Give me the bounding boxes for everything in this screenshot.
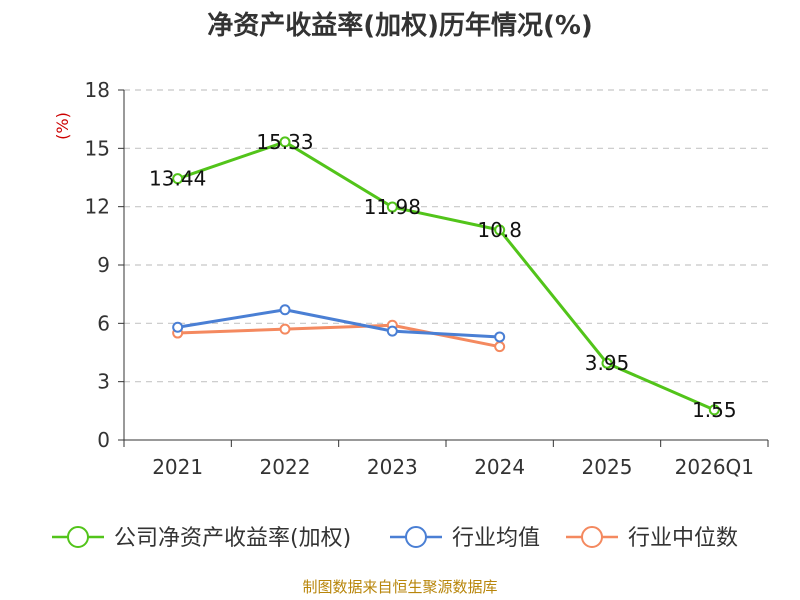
y-tick-label: 3 (97, 370, 110, 394)
grid-lines (124, 89, 768, 383)
data-label: 10.8 (477, 218, 522, 242)
data-labels: 13.44 15.33 11.98 10.8 3.95 1.55 (149, 130, 737, 422)
legend-item-1[interactable]: 行业均值 (390, 526, 540, 551)
y-tick-label: 15 (85, 136, 110, 160)
data-label: 15.33 (256, 130, 313, 154)
data-point[interactable] (279, 136, 291, 148)
x-tick-label: 2022 (260, 455, 311, 479)
y-tick-label: 9 (97, 253, 110, 277)
x-tick-labels: 2021 2022 2023 2024 2025 2026Q1 (152, 455, 754, 479)
legend-item-2[interactable]: 行业中位数 (566, 526, 738, 551)
y-tick-label: 6 (97, 311, 110, 335)
y-tick-label: 18 (85, 78, 110, 102)
data-point[interactable] (172, 173, 184, 185)
series-line (177, 323, 500, 349)
data-point[interactable] (386, 201, 398, 213)
series-0 (172, 136, 720, 416)
data-label: 1.55 (692, 398, 737, 422)
y-axis-unit: (%) (53, 112, 72, 140)
axes (118, 89, 769, 447)
series-line (177, 308, 500, 339)
data-point[interactable] (279, 323, 291, 335)
x-tick-label: 2025 (582, 455, 633, 479)
y-tick-label: 12 (85, 195, 110, 219)
x-tick-label: 2023 (367, 455, 418, 479)
series-line (177, 140, 715, 412)
legend-label: 公司净资产收益率(加权) (114, 526, 351, 551)
data-point[interactable] (601, 357, 613, 369)
x-tick-label: 2026Q1 (675, 455, 754, 479)
legend-label: 行业中位数 (628, 526, 738, 551)
legend-marker-icon (405, 526, 427, 548)
series-layer (172, 136, 720, 416)
data-point[interactable] (172, 321, 184, 333)
series-1 (172, 304, 506, 343)
y-tick-labels: 0 3 6 9 12 15 18 (85, 78, 110, 452)
data-label: 3.95 (585, 351, 630, 375)
data-point[interactable] (708, 404, 720, 416)
data-point[interactable] (494, 331, 506, 343)
data-point[interactable] (386, 325, 398, 337)
source-note: 制图数据来自恒生聚源数据库 (302, 578, 497, 596)
data-label: 13.44 (149, 167, 206, 191)
legend-marker-icon (581, 526, 603, 548)
x-tick-label: 2024 (474, 455, 525, 479)
data-point[interactable] (279, 304, 291, 316)
data-label: 11.98 (364, 195, 421, 219)
legend-label: 行业均值 (452, 526, 540, 551)
legend[interactable]: 公司净资产收益率(加权) 行业均值 行业中位数 (52, 526, 738, 551)
y-tick-label: 0 (97, 428, 110, 452)
data-point[interactable] (494, 224, 506, 236)
data-point[interactable] (494, 341, 506, 353)
chart-title: 净资产收益率(加权)历年情况(%) (207, 10, 593, 41)
legend-item-0[interactable]: 公司净资产收益率(加权) (52, 526, 351, 551)
legend-marker-icon (67, 526, 89, 548)
x-tick-label: 2021 (152, 455, 203, 479)
